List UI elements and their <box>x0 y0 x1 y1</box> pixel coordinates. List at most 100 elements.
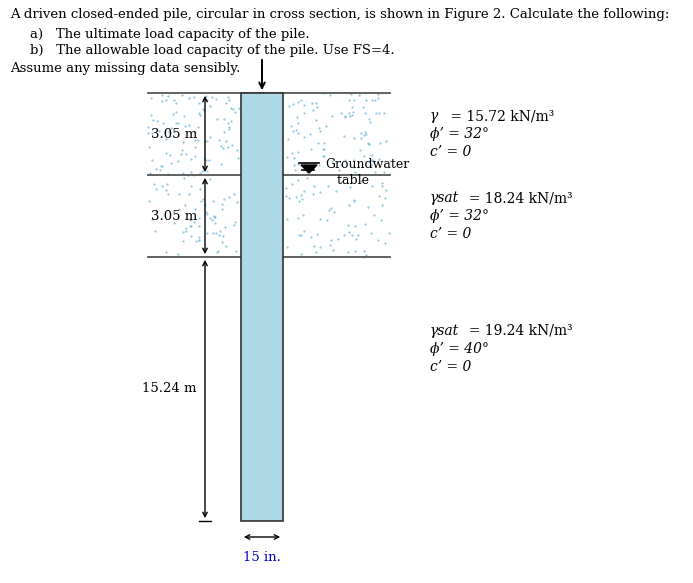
Point <box>167 110 178 119</box>
Point <box>318 145 329 154</box>
Point <box>193 222 204 231</box>
Point <box>323 205 334 215</box>
Point <box>179 201 191 210</box>
Point <box>318 138 329 147</box>
Point <box>151 165 162 174</box>
Point <box>160 148 171 157</box>
Point <box>290 125 301 135</box>
Point <box>193 236 204 245</box>
Text: = 18.24 kN/m³: = 18.24 kN/m³ <box>460 191 572 205</box>
Point <box>358 252 369 261</box>
Text: γ: γ <box>430 109 438 123</box>
Point <box>203 155 214 164</box>
Text: ϕ’ = 32°: ϕ’ = 32° <box>430 127 489 141</box>
Point <box>165 124 176 133</box>
Point <box>305 129 316 138</box>
Point <box>156 161 167 170</box>
Point <box>318 152 329 161</box>
Point <box>349 95 360 104</box>
Point <box>349 195 360 205</box>
Point <box>213 230 225 240</box>
Point <box>327 156 338 165</box>
Point <box>327 111 338 121</box>
Point <box>289 153 300 163</box>
Point <box>363 114 374 124</box>
Point <box>151 206 162 216</box>
Point <box>177 145 188 154</box>
Point <box>361 95 372 104</box>
Point <box>299 108 310 118</box>
Point <box>219 128 230 137</box>
Point <box>200 208 211 217</box>
Point <box>229 220 240 230</box>
Point <box>307 98 318 107</box>
Point <box>202 167 213 176</box>
Point <box>201 136 212 146</box>
Point <box>157 97 168 106</box>
Point <box>360 219 371 229</box>
Point <box>185 222 196 231</box>
Point <box>216 237 227 247</box>
Point <box>172 119 183 128</box>
Point <box>367 156 378 165</box>
Point <box>306 232 317 241</box>
Point <box>373 192 384 201</box>
Point <box>292 147 304 156</box>
Point <box>307 106 318 115</box>
Point <box>296 250 307 259</box>
Point <box>170 99 181 108</box>
Point <box>322 215 333 224</box>
Text: ϕ’ = 32°: ϕ’ = 32° <box>430 209 489 223</box>
Point <box>320 121 331 131</box>
Point <box>312 230 323 239</box>
Point <box>177 236 188 245</box>
Point <box>296 230 307 239</box>
Point <box>195 197 207 206</box>
Point <box>369 211 380 220</box>
Point <box>356 177 367 186</box>
Point <box>184 216 195 225</box>
Text: γsat: γsat <box>430 324 459 338</box>
Point <box>345 89 356 99</box>
Point <box>176 150 187 159</box>
Point <box>214 135 225 145</box>
Point <box>201 95 212 104</box>
Bar <box>241 93 283 521</box>
Point <box>312 102 323 111</box>
Point <box>162 169 173 178</box>
Point <box>348 133 359 142</box>
Point <box>370 109 381 118</box>
Point <box>340 112 351 121</box>
Point <box>298 227 309 236</box>
Point <box>363 139 374 148</box>
Point <box>232 154 243 163</box>
Point <box>143 142 155 152</box>
Point <box>289 166 300 175</box>
Point <box>292 97 304 107</box>
Point <box>211 247 222 257</box>
Point <box>188 93 200 102</box>
Point <box>200 156 211 165</box>
Point <box>297 195 308 204</box>
Point <box>301 165 313 174</box>
Point <box>145 168 156 178</box>
Point <box>347 107 358 117</box>
Point <box>372 89 383 99</box>
Point <box>209 212 220 221</box>
Point <box>149 226 160 236</box>
Point <box>157 161 168 170</box>
Point <box>290 192 301 202</box>
Point <box>164 131 175 141</box>
Point <box>186 231 197 241</box>
Point <box>358 103 369 112</box>
Point <box>379 238 390 247</box>
Point <box>185 154 196 163</box>
Text: c’ = 0: c’ = 0 <box>430 360 471 374</box>
Point <box>184 94 195 103</box>
Point <box>220 136 231 146</box>
Text: a)   The ultimate load capacity of the pile.: a) The ultimate load capacity of the pil… <box>30 28 310 41</box>
Point <box>287 127 298 136</box>
Point <box>361 129 372 139</box>
Point <box>315 126 326 135</box>
Point <box>218 114 229 124</box>
